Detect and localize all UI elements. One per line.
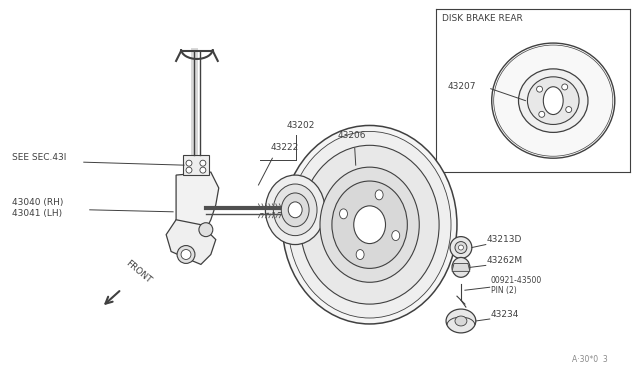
Text: 00921-43500: 00921-43500 <box>491 276 542 285</box>
Text: 43207: 43207 <box>448 82 477 91</box>
Text: 43262M: 43262M <box>487 256 523 265</box>
Polygon shape <box>452 263 470 271</box>
Ellipse shape <box>536 86 543 92</box>
Ellipse shape <box>199 223 213 237</box>
Ellipse shape <box>452 257 470 277</box>
Ellipse shape <box>181 250 191 259</box>
Text: 43234: 43234 <box>491 310 519 319</box>
Ellipse shape <box>266 175 325 244</box>
Ellipse shape <box>282 125 457 324</box>
Text: 43206: 43206 <box>338 131 366 140</box>
Text: 43202: 43202 <box>286 121 315 131</box>
Text: FRONT: FRONT <box>124 259 152 285</box>
Ellipse shape <box>539 111 545 117</box>
Ellipse shape <box>455 241 467 253</box>
Ellipse shape <box>566 107 572 113</box>
Polygon shape <box>183 155 209 175</box>
Ellipse shape <box>177 246 195 263</box>
Ellipse shape <box>288 131 451 318</box>
Ellipse shape <box>282 193 309 227</box>
Ellipse shape <box>320 167 419 282</box>
Ellipse shape <box>446 309 476 333</box>
Ellipse shape <box>392 231 400 241</box>
Ellipse shape <box>458 245 463 250</box>
Text: 43041 (LH): 43041 (LH) <box>12 209 63 218</box>
Ellipse shape <box>492 43 615 158</box>
Text: 43040 (RH): 43040 (RH) <box>12 198 64 207</box>
Ellipse shape <box>288 202 302 218</box>
Ellipse shape <box>518 69 588 132</box>
Ellipse shape <box>375 190 383 200</box>
Text: 43213D: 43213D <box>487 235 522 244</box>
Text: A·30*0  3: A·30*0 3 <box>572 355 608 364</box>
Ellipse shape <box>527 77 579 125</box>
Text: SEE SEC.43I: SEE SEC.43I <box>12 153 67 162</box>
Ellipse shape <box>186 160 192 166</box>
Text: DISK BRAKE REAR: DISK BRAKE REAR <box>442 14 523 23</box>
Ellipse shape <box>354 206 385 244</box>
Polygon shape <box>166 220 216 264</box>
Ellipse shape <box>300 145 439 304</box>
Polygon shape <box>176 172 219 238</box>
Ellipse shape <box>450 237 472 259</box>
Ellipse shape <box>186 167 192 173</box>
Ellipse shape <box>332 181 407 268</box>
Text: PIN (2): PIN (2) <box>491 286 516 295</box>
Ellipse shape <box>200 160 206 166</box>
Ellipse shape <box>356 250 364 260</box>
Ellipse shape <box>562 84 568 90</box>
Text: 43222: 43222 <box>270 143 299 152</box>
Ellipse shape <box>543 87 563 115</box>
Ellipse shape <box>340 209 348 219</box>
Ellipse shape <box>455 316 467 326</box>
Ellipse shape <box>200 167 206 173</box>
Ellipse shape <box>273 184 317 235</box>
